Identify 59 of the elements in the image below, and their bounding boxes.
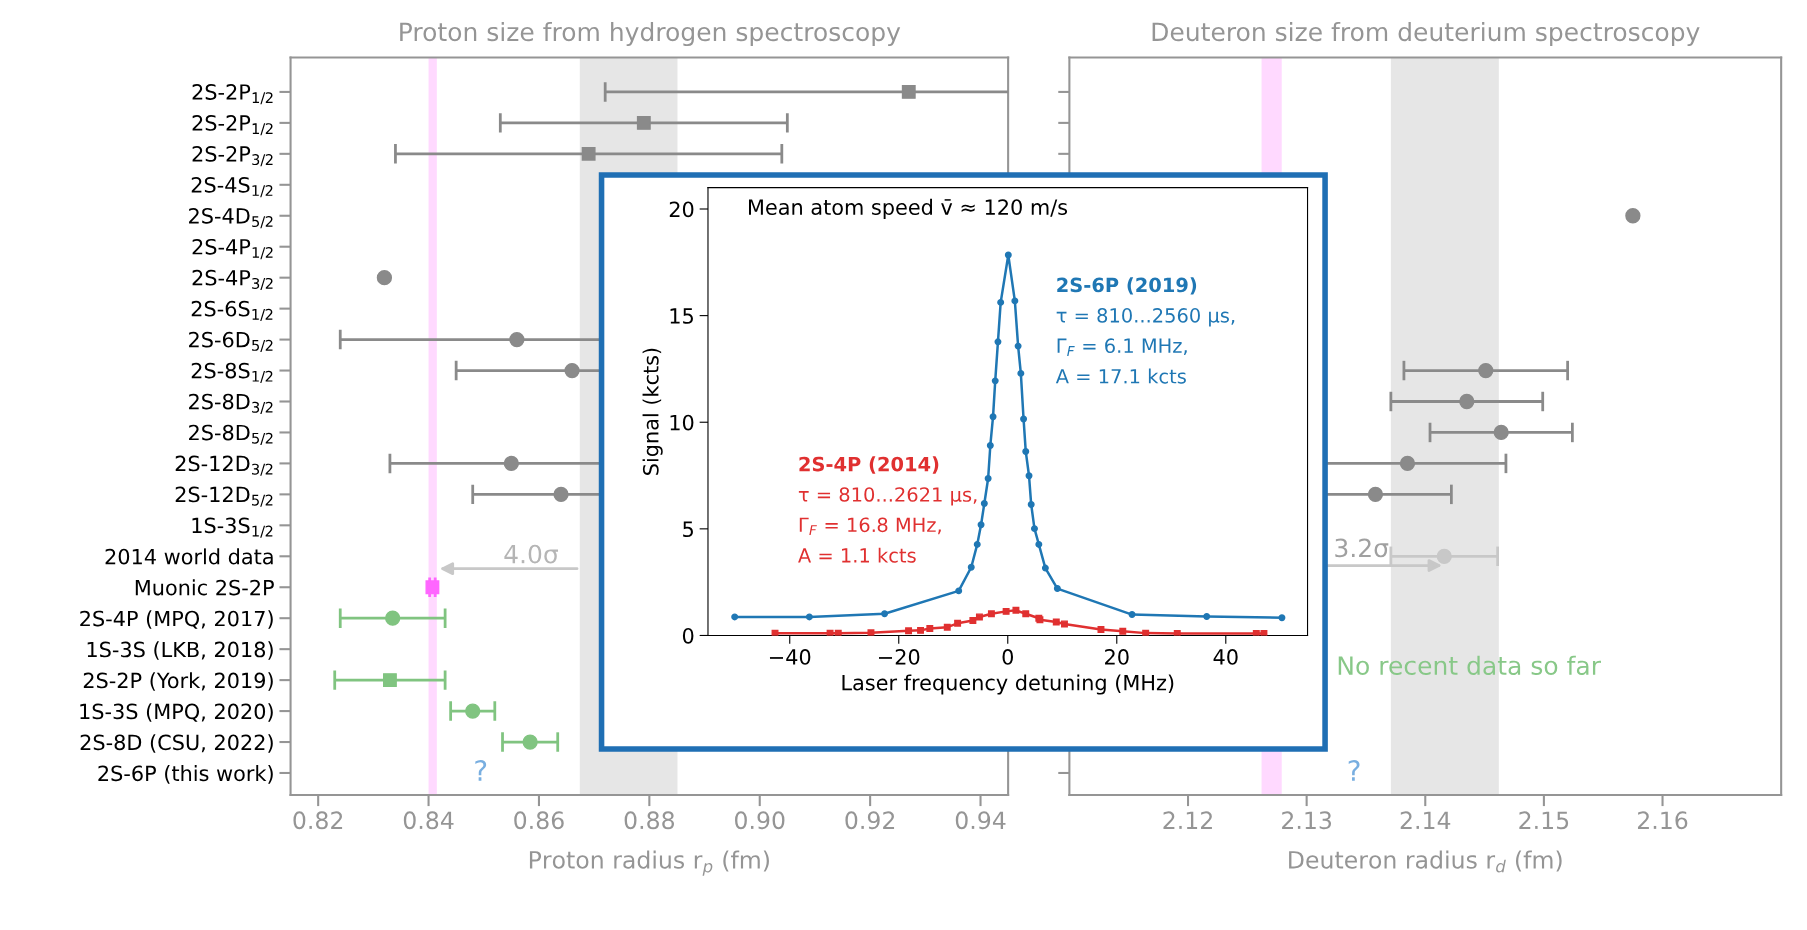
- x-tick-label: 2.12: [1163, 811, 1212, 829]
- x-axis-title: Laser frequency detuning (MHz): [842, 674, 1174, 695]
- x-tick-label: 0.86: [514, 811, 564, 830]
- y-tick-label: 2S-8S$_{1/2}$: [191, 362, 273, 383]
- y-tick-label: 2S-2P$_{1/2}$: [192, 115, 273, 136]
- x-tick-label: 40: [1213, 649, 1238, 665]
- series-label: 2S-6P (2019) τ = 810...2560 µs, Γ$_{F}$ = 6.1 MHz, A = 17.1 kcts: [1055, 277, 1235, 384]
- y-tick-label: 2S-2P$_{3/2}$: [192, 146, 273, 167]
- x-tick-label: 2.15: [1519, 811, 1569, 830]
- y-tick-label: 2S-4P$_{3/2}$: [192, 269, 273, 291]
- x-tick-label: 0.88: [624, 811, 675, 830]
- y-tick-label: 2S-4D$_{5/2}$: [189, 207, 273, 229]
- y-tick-label: 2S-4P (MPQ, 2017): [80, 610, 273, 629]
- x-axis-title: Deuteron radius r$_{d}$ (fm): [1289, 850, 1562, 873]
- annotation: ?: [475, 760, 487, 781]
- annotation: 3.2σ: [1335, 538, 1389, 558]
- x-tick-label: 0.94: [955, 811, 1006, 830]
- annotation: 4.0σ: [504, 544, 559, 564]
- y-tick-label: 2S-6S$_{1/2}$: [191, 300, 273, 322]
- y-tick-label: 2S-8D$_{3/2}$: [189, 393, 273, 414]
- y-tick-label: 2S-4P$_{1/2}$: [192, 238, 273, 260]
- y-tick-label: 1S-3S (LKB, 2018): [87, 641, 273, 660]
- annotation: Mean atom speed v̄ ≈ 120 m/s: [749, 198, 1068, 220]
- y-tick-label: 15: [670, 308, 693, 324]
- y-tick-label: 1S-3S$_{1/2}$: [192, 517, 273, 538]
- x-tick-label: 2.16: [1637, 811, 1688, 830]
- y-tick-label: 2014 world data: [105, 548, 273, 565]
- y-tick-label: 1S-3S (MPQ, 2020): [80, 703, 273, 722]
- chart-title: Deuteron size from deuterium spectroscopy: [1152, 21, 1700, 47]
- x-tick-label: 0.84: [403, 811, 454, 830]
- y-tick-label: 2S-8D$_{5/2}$: [189, 424, 273, 445]
- y-tick-label: 20: [669, 201, 694, 218]
- y-tick-label: 0: [682, 627, 694, 644]
- x-tick-label: −20: [878, 649, 920, 665]
- y-tick-label: 2S-6P (this work): [98, 765, 273, 784]
- y-tick-label: 2S-4S$_{1/2}$: [191, 176, 273, 198]
- y-tick-label: 2S-12D$_{5/2}$: [175, 486, 273, 507]
- x-tick-label: 2.13: [1282, 811, 1332, 830]
- annotation: ?: [1348, 760, 1360, 781]
- y-tick-label: 5: [683, 521, 693, 538]
- x-tick-label: 0.82: [293, 811, 343, 830]
- x-tick-label: 0.92: [845, 811, 895, 830]
- y-tick-label: 2S-12D$_{3/2}$: [175, 455, 273, 476]
- y-tick-label: 2S-8D (CSU, 2022): [80, 734, 273, 753]
- y-axis-title: Signal (kcts): [642, 348, 663, 475]
- y-tick-label: 2S-6D$_{5/2}$: [189, 331, 273, 353]
- x-tick-label: −40: [769, 649, 811, 665]
- text: 2S-4P (2014) τ = 810...2621 µs, Γ$_{F}$ = 16.8 MHz, A = 1.1 kcts: [798, 456, 977, 563]
- y-tick-label: 2S-2P (York, 2019): [83, 672, 273, 691]
- annotation: No recent data so far: [1338, 655, 1601, 675]
- x-axis-title: Proton radius r$_{p}$ (fm): [529, 850, 769, 876]
- y-tick-label: 2S-2P$_{1/2}$: [192, 84, 273, 105]
- x-tick-label: 2.14: [1400, 811, 1451, 829]
- x-tick-label: 0.90: [735, 811, 785, 830]
- chart-title: Proton size from hydrogen spectroscopy: [400, 21, 901, 47]
- x-tick-label: 0: [1002, 649, 1014, 665]
- x-tick-label: 20: [1105, 649, 1129, 665]
- y-tick-label: Muonic 2S-2P: [135, 579, 274, 596]
- y-tick-label: 10: [670, 414, 694, 431]
